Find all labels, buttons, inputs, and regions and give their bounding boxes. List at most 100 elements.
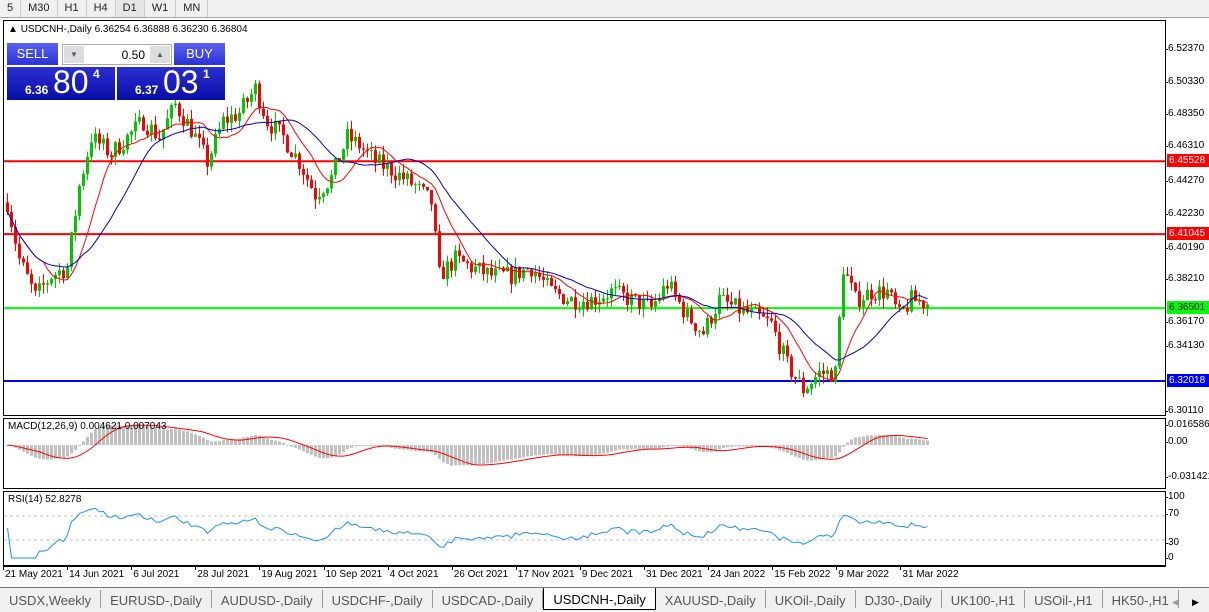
- candle: [594, 297, 597, 305]
- candle: [674, 281, 677, 295]
- candle: [914, 290, 917, 302]
- candle: [378, 154, 381, 163]
- macd-histogram-bar: [66, 445, 69, 457]
- macd-histogram-bar: [890, 435, 893, 446]
- macd-histogram-bar: [418, 445, 421, 451]
- chart-tab[interactable]: USDCAD-,Daily: [433, 590, 544, 608]
- macd-histogram-bar: [670, 445, 673, 447]
- macd-histogram-bar: [522, 445, 525, 458]
- candle: [386, 163, 389, 169]
- sell-button[interactable]: SELL: [7, 43, 58, 65]
- macd-histogram-bar: [902, 437, 905, 446]
- macd-histogram-bar: [126, 425, 129, 446]
- price-tick: 6.40190: [1164, 242, 1205, 254]
- macd-histogram-bar: [842, 445, 845, 447]
- rsi-panel[interactable]: [3, 491, 1166, 566]
- candle: [166, 118, 169, 130]
- timeframe-D1[interactable]: D1: [115, 0, 145, 17]
- macd-histogram-bar: [514, 445, 517, 459]
- ma-slow-line: [7, 119, 928, 361]
- candle: [26, 262, 29, 274]
- macd-histogram-bar: [466, 445, 469, 466]
- chart-tab[interactable]: DJ30-,Daily: [856, 590, 942, 608]
- decrease-lot-icon[interactable]: ▼: [64, 46, 84, 63]
- candle: [714, 313, 717, 324]
- macd-histogram-bar: [178, 429, 181, 446]
- macd-histogram-bar: [846, 442, 849, 446]
- macd-histogram-bar: [190, 433, 193, 446]
- candle: [530, 269, 533, 277]
- macd-histogram-bar: [198, 435, 201, 446]
- macd-panel[interactable]: [3, 418, 1166, 489]
- candle: [666, 285, 669, 289]
- candle: [570, 297, 573, 302]
- date-tick: 17 Nov 2021: [515, 566, 575, 580]
- candle: [318, 196, 321, 200]
- macd-histogram-bar: [530, 445, 533, 456]
- timeframe-MN[interactable]: MN: [176, 0, 209, 17]
- symbol-info: ▲ USDCNH-,Daily 6.36254 6.36888 6.36230 …: [8, 24, 248, 35]
- scroll-left-icon[interactable]: ◀: [1172, 597, 1179, 607]
- candle: [286, 135, 289, 153]
- sell-price[interactable]: 6.36 80 4: [7, 64, 115, 100]
- macd-histogram-bar: [486, 445, 489, 464]
- collapse-icon[interactable]: ▲: [8, 24, 21, 35]
- macd-histogram-bar: [246, 436, 249, 446]
- timeframe-W1[interactable]: W1: [145, 0, 177, 17]
- buy-price[interactable]: 6.37 03 1: [117, 64, 225, 100]
- scroll-right-icon[interactable]: ▶: [1192, 597, 1199, 607]
- macd-histogram-bar: [474, 445, 477, 465]
- candle: [274, 121, 277, 134]
- chart-tab[interactable]: USDX,Weekly: [0, 590, 102, 608]
- macd-histogram-bar: [78, 445, 81, 447]
- macd-histogram-bar: [142, 424, 145, 446]
- macd-histogram-bar: [602, 445, 605, 454]
- candle: [686, 308, 689, 318]
- candle: [638, 295, 641, 310]
- level-price-label: 6.45528: [1167, 154, 1209, 168]
- timeframe-5[interactable]: 5: [0, 0, 22, 17]
- macd-histogram-bar: [874, 435, 877, 446]
- timeframe-H1[interactable]: H1: [58, 0, 87, 17]
- candle: [370, 150, 373, 152]
- candle: [878, 286, 881, 300]
- chart-tab[interactable]: EURUSD-,Daily: [101, 590, 212, 608]
- chart-tab[interactable]: USDCHF-,Daily: [323, 590, 433, 608]
- chart-tab[interactable]: XAUUSD-,Daily: [656, 590, 766, 608]
- chart-tab[interactable]: AUDUSD-,Daily: [212, 590, 323, 608]
- macd-histogram-bar: [102, 425, 105, 446]
- price-tick: 6.46310: [1164, 140, 1205, 152]
- macd-histogram-bar: [62, 445, 65, 458]
- macd-histogram-bar: [578, 445, 581, 457]
- lot-size-input[interactable]: ▼ 0.50 ▲: [62, 44, 172, 65]
- candle: [890, 289, 893, 293]
- chart-tabs: USDX,Weekly EURUSD-,Daily AUDUSD-,Daily USD…: [0, 587, 1209, 612]
- macd-histogram-bar: [134, 424, 137, 446]
- candle: [582, 301, 585, 309]
- candle: [230, 114, 233, 123]
- date-tick: 31 Dec 2021: [644, 566, 703, 580]
- rsi-label: RSI(14) 52.8278: [8, 494, 82, 505]
- chart-tab[interactable]: UKOil-,Daily: [766, 590, 856, 608]
- macd-histogram-bar: [922, 440, 925, 446]
- buy-button[interactable]: BUY: [174, 43, 225, 65]
- macd-histogram-bar: [210, 441, 213, 446]
- timeframe-H4[interactable]: H4: [87, 0, 116, 17]
- macd-histogram-bar: [498, 445, 501, 462]
- candle: [142, 117, 145, 131]
- increase-lot-icon[interactable]: ▲: [150, 46, 170, 63]
- macd-histogram-bar: [718, 445, 721, 450]
- macd-histogram-bar: [858, 437, 861, 446]
- macd-histogram-bar: [642, 445, 645, 450]
- chart-tab[interactable]: USDCNH-,Daily: [543, 588, 656, 610]
- candle: [238, 112, 241, 121]
- macd-histogram-bar: [326, 445, 329, 459]
- macd-histogram-bar: [510, 445, 513, 460]
- candle: [410, 173, 413, 185]
- chart-tab[interactable]: HK50-,H1: [1103, 590, 1179, 608]
- timeframe-M30[interactable]: M30: [21, 0, 58, 17]
- chart-tab[interactable]: UK100-,H1: [942, 590, 1026, 608]
- chart-tab[interactable]: USOil-,H1: [1025, 590, 1103, 608]
- candle: [310, 179, 313, 189]
- macd-histogram-bar: [814, 445, 817, 461]
